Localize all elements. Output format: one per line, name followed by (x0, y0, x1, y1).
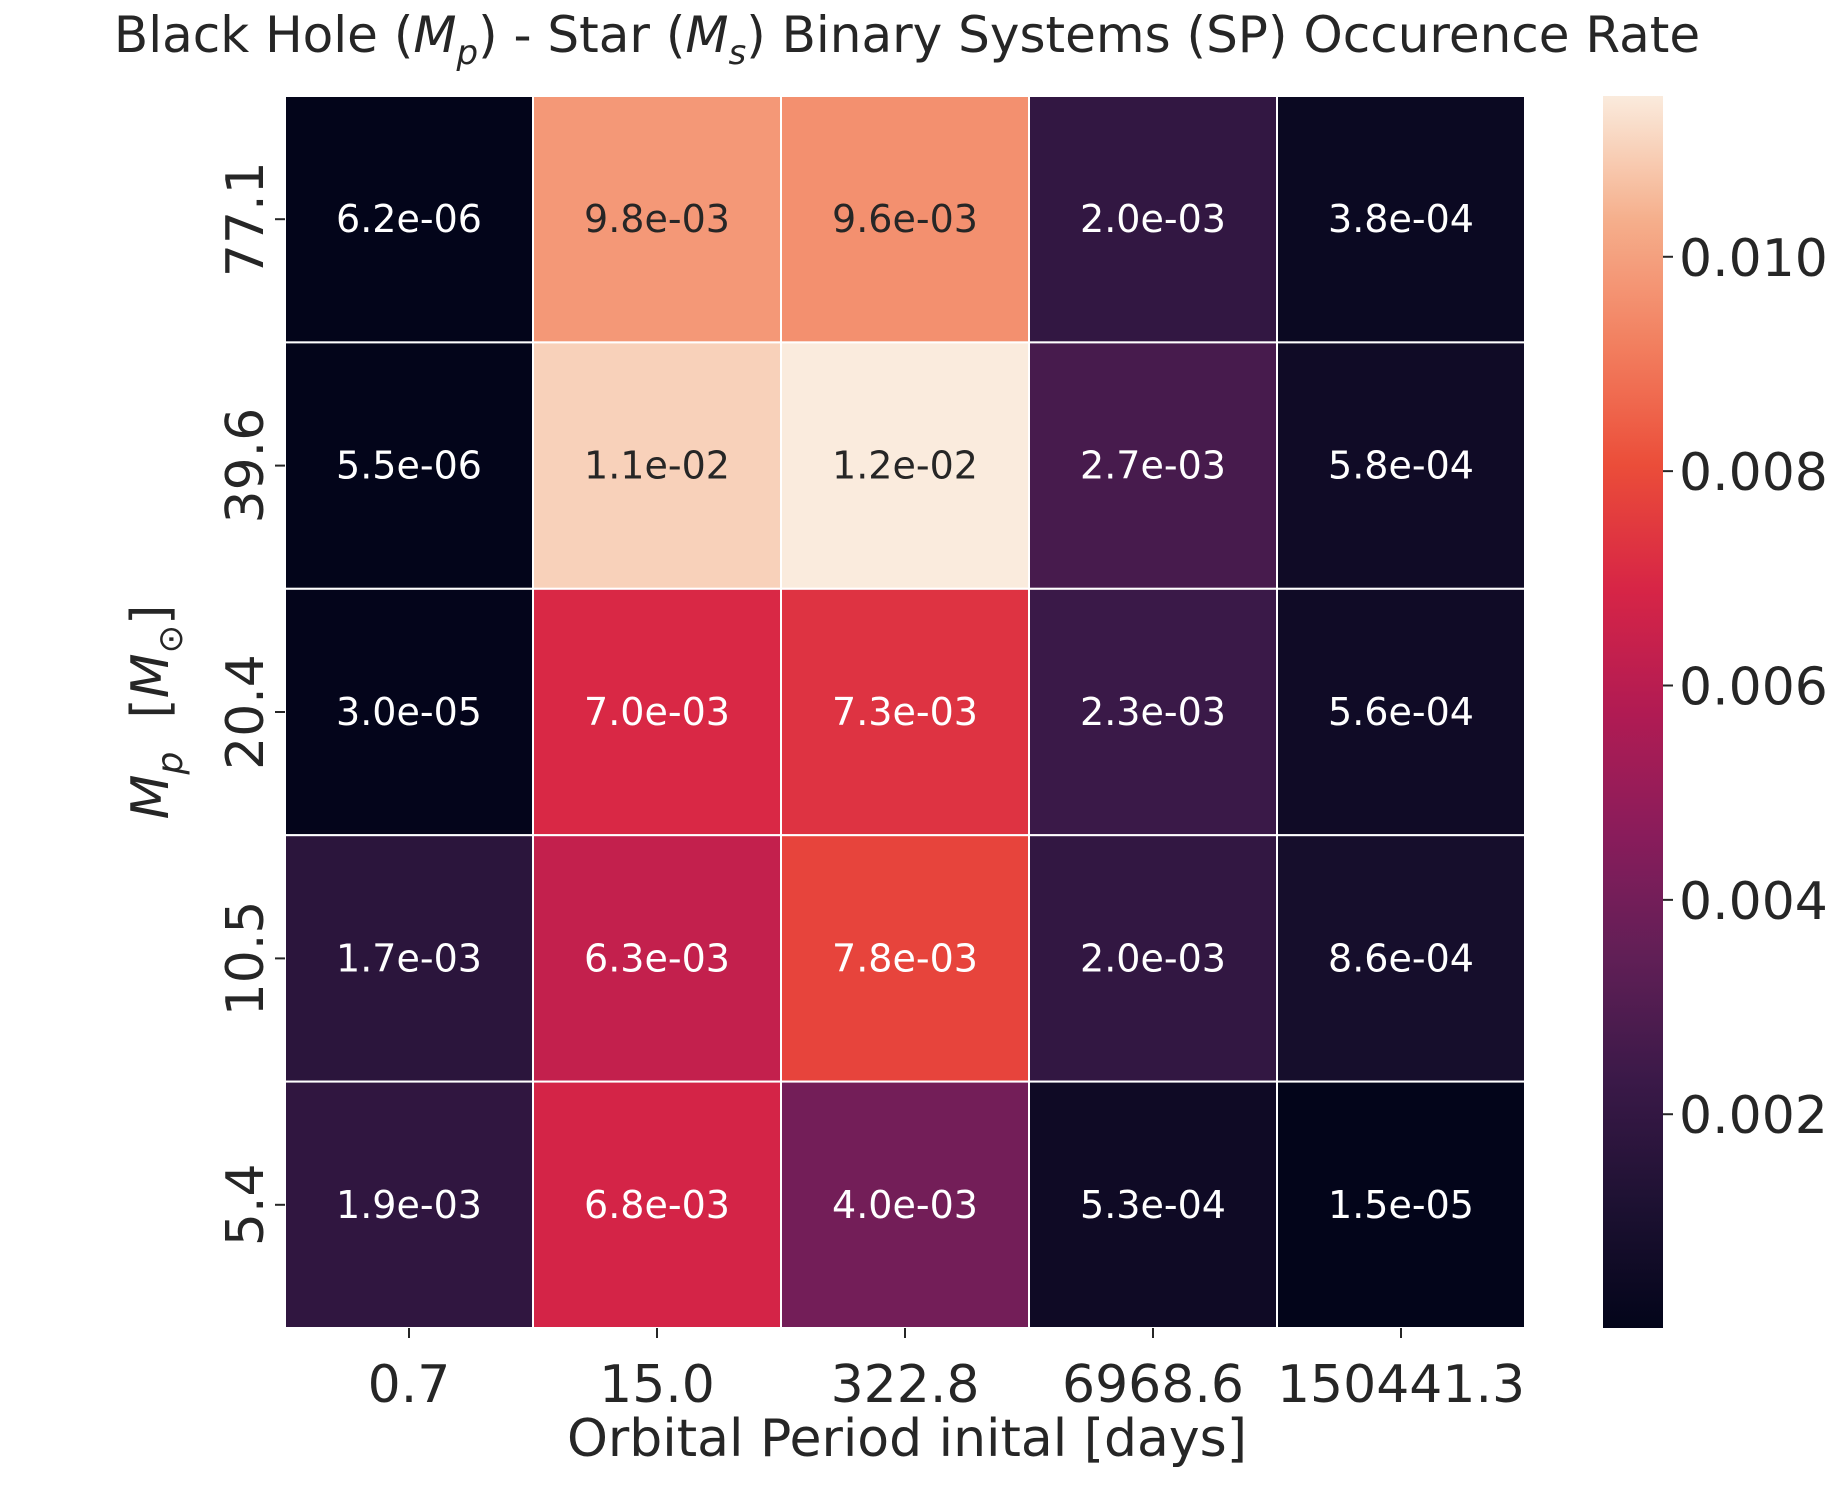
heatmap-cell (532, 587, 782, 837)
heatmap-cell (1028, 834, 1278, 1083)
colorbar-tick-label: 0.004 (1679, 872, 1828, 932)
cell-value-label: 1.5e-05 (1328, 1183, 1474, 1227)
heatmap-cell (1028, 95, 1278, 344)
y-tick-label: 39.6 (216, 408, 276, 524)
x-tick-label: 15.0 (599, 1355, 715, 1415)
heatmap-cell (284, 95, 534, 344)
colorbar (1603, 96, 1663, 1328)
cell-value-label: 2.0e-03 (1080, 197, 1226, 241)
cell-value-label: 2.3e-03 (1080, 690, 1226, 734)
cell-value-label: 4.0e-03 (832, 1183, 978, 1227)
heatmap-cells: 6.2e-06 9.8e-03 9.6e-03 2.0e-03 3.8e-04 5.5e-… (284, 95, 1526, 1329)
cell-value-label: 5.6e-04 (1328, 690, 1474, 734)
x-tick-label: 150441.3 (1277, 1355, 1525, 1415)
cell-value-label: 7.8e-03 (832, 936, 978, 980)
colorbar-tick-label: 0.008 (1679, 443, 1828, 503)
cell-value-label: 6.2e-06 (336, 197, 482, 241)
heatmap-cell (1276, 95, 1526, 344)
cell-value-label: 7.3e-03 (832, 690, 978, 734)
cell-value-label: 1.1e-02 (584, 444, 730, 488)
x-axis-label: Orbital Period inital [days] (567, 1409, 1247, 1469)
y-tick-label: 77.1 (216, 161, 276, 277)
cell-value-label: 3.0e-05 (336, 690, 482, 734)
cell-value-label: 9.6e-03 (832, 197, 978, 241)
cell-value-label: 8.6e-04 (1328, 936, 1474, 980)
chart-title: Black Hole (Mp) - Star (Ms) Binary Syste… (114, 6, 1700, 73)
heatmap-cell (1028, 587, 1278, 837)
heatmap-cell (780, 341, 1030, 590)
colorbar-tick-label: 0.010 (1679, 229, 1828, 289)
heatmap-cell (1276, 1080, 1526, 1329)
y-axis-ticks: 77.1 39.6 20.4 10.5 5.4 (216, 161, 285, 1246)
y-tick-label: 20.4 (216, 654, 276, 770)
cell-value-label: 7.0e-03 (584, 690, 730, 734)
x-tick-label: 322.8 (831, 1355, 980, 1415)
cell-value-label: 6.3e-03 (584, 936, 730, 980)
heatmap-cell (1276, 587, 1526, 837)
heatmap-cell (780, 95, 1030, 344)
heatmap-cell (780, 587, 1030, 837)
cell-value-label: 1.9e-03 (336, 1183, 482, 1227)
heatmap-cell (284, 341, 534, 590)
x-axis-ticks: 0.7 15.0 322.8 6968.6 150441.3 (368, 1328, 1525, 1415)
colorbar-tick-label: 0.002 (1679, 1086, 1828, 1146)
cell-value-label: 1.7e-03 (336, 936, 482, 980)
cell-value-label: 3.8e-04 (1328, 197, 1474, 241)
y-tick-label: 10.5 (216, 901, 276, 1017)
heatmap-cell (532, 95, 782, 344)
colorbar-tick-label: 0.006 (1679, 657, 1828, 717)
cell-value-label: 2.7e-03 (1080, 444, 1226, 488)
heatmap-cell (1276, 834, 1526, 1083)
heatmap-cell (1276, 341, 1526, 590)
cell-value-label: 5.5e-06 (336, 444, 482, 488)
cell-value-label: 5.8e-04 (1328, 444, 1474, 488)
cell-value-label: 9.8e-03 (584, 197, 730, 241)
x-tick-label: 0.7 (368, 1355, 451, 1415)
colorbar-ticks: 0.002 0.004 0.006 0.008 0.010 (1663, 229, 1828, 1146)
heatmap-cell (780, 1080, 1030, 1329)
cell-value-label: 6.8e-03 (584, 1183, 730, 1227)
y-axis-label: Mp [M⊙] (121, 605, 191, 820)
heatmap-cell (532, 1080, 782, 1329)
heatmap-cell (284, 1080, 534, 1329)
heatmap-cell (780, 834, 1030, 1083)
heatmap-cell (532, 834, 782, 1083)
x-tick-label: 6968.6 (1062, 1355, 1244, 1415)
cell-value-label: 1.2e-02 (832, 444, 978, 488)
cell-value-label: 2.0e-03 (1080, 936, 1226, 980)
cell-value-label: 5.3e-04 (1080, 1183, 1226, 1227)
y-tick-label: 5.4 (216, 1163, 276, 1246)
